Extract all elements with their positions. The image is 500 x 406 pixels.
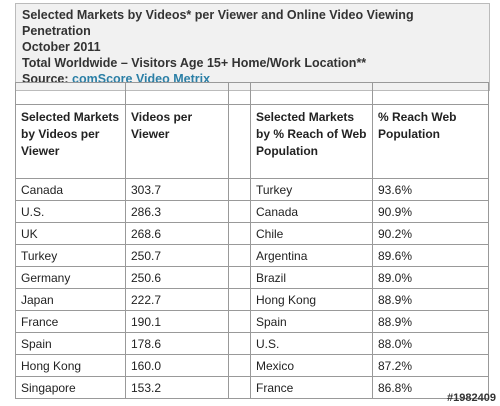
title-line: Selected Markets by Videos* per Viewer a… — [22, 8, 414, 38]
spacer-cell — [228, 332, 251, 355]
cell: 93.6% — [372, 178, 489, 201]
cell: 250.6 — [125, 266, 229, 289]
data-row: Spain 178.6 U.S. 88.0% — [15, 332, 489, 355]
cell: Japan — [15, 288, 126, 311]
cell: 90.2% — [372, 222, 489, 245]
cell: U.S. — [250, 332, 373, 355]
cell: Mexico — [250, 354, 373, 377]
cell: UK — [15, 222, 126, 245]
cell: 250.7 — [125, 244, 229, 267]
data-row: Hong Kong 160.0 Mexico 87.2% — [15, 354, 489, 377]
spacer-cell — [228, 178, 251, 201]
cell: 190.1 — [125, 310, 229, 333]
column-header: Selected Markets by Videos per Viewer — [15, 104, 126, 179]
spacer-cell — [228, 266, 251, 289]
cell: 286.3 — [125, 200, 229, 223]
cell: 88.0% — [372, 332, 489, 355]
cell: 160.0 — [125, 354, 229, 377]
cell: Chile — [250, 222, 373, 245]
column-header: Selected Markets by % Reach of Web Popul… — [250, 104, 373, 179]
blank-cell — [15, 82, 126, 105]
cell: 153.2 — [125, 376, 229, 399]
cell: Turkey — [250, 178, 373, 201]
data-row: Singapore 153.2 France 86.8% — [15, 376, 489, 399]
cell: 88.9% — [372, 310, 489, 333]
data-row: U.S. 286.3 Canada 90.9% — [15, 200, 489, 223]
cell: France — [250, 376, 373, 399]
header-row: Selected Markets by Videos per Viewer Vid… — [15, 104, 489, 179]
data-row: UK 268.6 Chile 90.2% — [15, 222, 489, 245]
cell: Spain — [250, 310, 373, 333]
cell: U.S. — [15, 200, 126, 223]
cell: 90.9% — [372, 200, 489, 223]
cell: Argentina — [250, 244, 373, 267]
spacer-cell — [228, 354, 251, 377]
cell: 268.6 — [125, 222, 229, 245]
spacer-cell — [228, 222, 251, 245]
blank-cell — [125, 82, 229, 105]
title-block: Selected Markets by Videos* per Viewer a… — [15, 3, 490, 91]
spacer-cell — [228, 244, 251, 267]
data-row: Canada 303.7 Turkey 93.6% — [15, 178, 489, 201]
data-row: France 190.1 Spain 88.9% — [15, 310, 489, 333]
spacer-cell — [228, 104, 251, 179]
column-header: Videos per Viewer — [125, 104, 229, 179]
cell: Hong Kong — [250, 288, 373, 311]
column-header: % Reach Web Population — [372, 104, 489, 179]
blank-row — [15, 82, 489, 105]
blank-cell — [250, 82, 373, 105]
cell: 89.0% — [372, 266, 489, 289]
spacer-cell — [228, 82, 251, 105]
cell: 222.7 — [125, 288, 229, 311]
cell: Spain — [15, 332, 126, 355]
cell: 303.7 — [125, 178, 229, 201]
cell: Hong Kong — [15, 354, 126, 377]
blank-cell — [372, 82, 489, 105]
data-row: Japan 222.7 Hong Kong 88.9% — [15, 288, 489, 311]
cell: Singapore — [15, 376, 126, 399]
spacer-cell — [228, 376, 251, 399]
title-line: Total Worldwide – Visitors Age 15+ Home/… — [22, 56, 367, 70]
data-table: Selected Markets by Videos per Viewer Vid… — [15, 82, 489, 399]
cell: Turkey — [15, 244, 126, 267]
title-line: October 2011 — [22, 40, 101, 54]
cell: Germany — [15, 266, 126, 289]
cell: 86.8% — [372, 376, 489, 399]
cell: Canada — [250, 200, 373, 223]
cell: Canada — [15, 178, 126, 201]
cell: 89.6% — [372, 244, 489, 267]
watermark: #1982409 — [447, 392, 496, 404]
spacer-cell — [228, 310, 251, 333]
spacer-cell — [228, 288, 251, 311]
cell: France — [15, 310, 126, 333]
cell: 87.2% — [372, 354, 489, 377]
cell: 178.6 — [125, 332, 229, 355]
data-row: Turkey 250.7 Argentina 89.6% — [15, 244, 489, 267]
data-row: Germany 250.6 Brazil 89.0% — [15, 266, 489, 289]
spacer-cell — [228, 200, 251, 223]
cell: 88.9% — [372, 288, 489, 311]
cell: Brazil — [250, 266, 373, 289]
